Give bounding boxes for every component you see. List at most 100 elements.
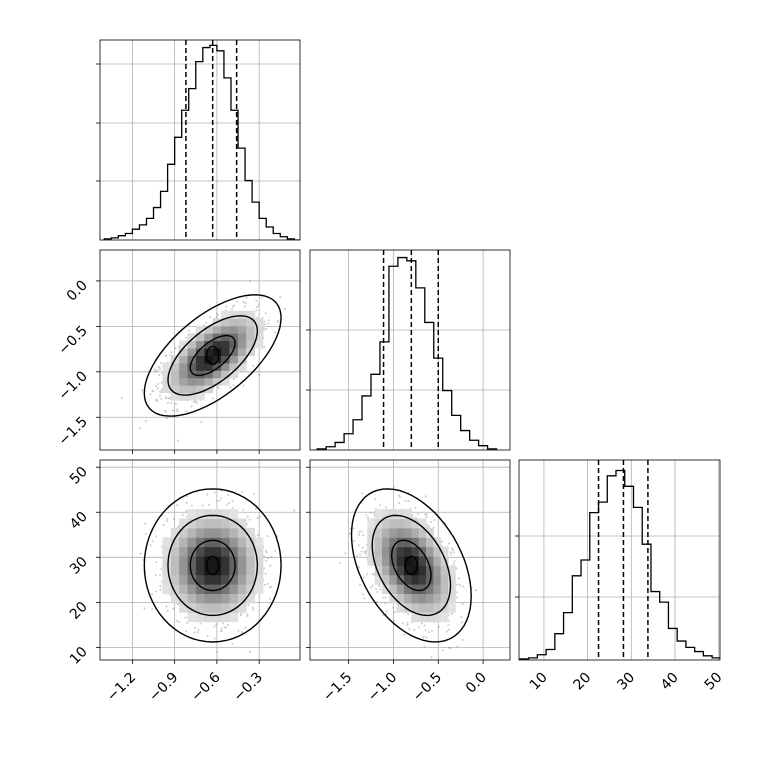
density-p0-p2-density-cell	[162, 565, 172, 576]
density-p0-p1-density-cell	[162, 362, 172, 371]
density-p1-p2-density-cell	[411, 612, 420, 623]
density-p1-p2-density-cell	[382, 584, 390, 595]
density-p1-p2-density-cell	[396, 509, 405, 520]
density-p0-p2-density-cell	[246, 593, 256, 604]
density-p0-p2-density-cell	[237, 574, 247, 585]
density-p0-p1-density-cell	[221, 325, 230, 334]
density-p0-p2-density-cell	[179, 574, 189, 585]
density-p0-p1-density-cell	[170, 362, 180, 371]
density-p1-p2-density-cell	[426, 593, 434, 604]
density-p0-p1-density-cell	[229, 325, 239, 334]
ytick-label-p2: 10	[67, 644, 91, 668]
density-p0-p2-density-cell	[195, 546, 205, 557]
density-p1-p2-density-cell	[447, 593, 456, 604]
density-p0-p2-density-cell	[162, 556, 172, 566]
density-p0-p2-density-cell	[179, 565, 189, 576]
density-p1-p2-density-cell	[426, 584, 434, 595]
density-p0-p2-density-cell	[212, 546, 222, 557]
density-p0-p2-density-cell	[221, 612, 230, 623]
density-p0-p2-density-cell	[229, 556, 239, 566]
density-p1-p2-density-cell	[418, 537, 427, 548]
density-p0-p2-density-cell	[212, 612, 222, 623]
density-p0-p2-density-cell	[237, 602, 247, 613]
density-p1-p2-density-cell	[389, 518, 398, 529]
density-p0-p1-density-cell	[246, 340, 256, 349]
density-p1-p2-density-cell	[404, 574, 412, 585]
density-p0-p2-density-cell	[170, 537, 180, 548]
histogram-p0-border	[99, 39, 301, 241]
density-p0-p1-contour	[167, 315, 259, 396]
density-p0-p2-density-cell	[204, 574, 214, 585]
density-p1-p2-contour-center	[404, 555, 419, 576]
density-p0-p1-density-cell	[187, 340, 197, 349]
density-p0-p2-density-cell	[229, 537, 239, 548]
density-p0-p1-density-cell	[254, 325, 264, 334]
density-p0-p2-density-cell	[187, 593, 197, 604]
density-p1-p2-contour	[390, 539, 432, 592]
density-p1-p2-density-cell	[389, 527, 398, 538]
density-p0-p2-density-cell	[254, 574, 264, 585]
density-p1-p2-density-cell	[411, 527, 420, 538]
density-p0-p1	[100, 250, 300, 450]
density-p1-p2-density-cell	[367, 556, 376, 566]
density-p1-p2-density-cell	[404, 509, 412, 520]
xtick-label-p0: −0.6	[188, 669, 223, 704]
density-p0-p1-density-cell	[195, 392, 205, 401]
density-p0-p1-density-cell	[237, 355, 247, 364]
density-p1-p2-density-cell	[404, 527, 412, 538]
density-p0-p1-density-cell	[187, 362, 197, 371]
histogram-p1-border	[309, 249, 511, 451]
density-p0-p2-density-cell	[237, 584, 247, 595]
density-p0-p2-density-cell	[170, 574, 180, 585]
density-p0-p1-density-cell	[221, 333, 230, 342]
density-p0-p1-density-cell	[212, 377, 222, 386]
density-p1-p2-density-cell	[389, 509, 398, 520]
density-p1-p2-density-cell	[426, 546, 434, 557]
density-p1-p2-density-cell	[426, 537, 434, 548]
density-p0-p2-density-cell	[212, 602, 222, 613]
density-p0-p2-density-cell	[246, 574, 256, 585]
density-p0-p2-density-cell	[170, 565, 180, 576]
histogram-p0	[100, 40, 300, 240]
density-p0-p2-density-cell	[179, 537, 189, 548]
density-p0-p2-density-cell	[204, 565, 214, 576]
density-p0-p2-density-cell	[204, 556, 214, 566]
density-p1-p2-density-cell	[367, 527, 376, 538]
density-p1-p2-border	[309, 459, 511, 661]
xtick-label-p0: −0.3	[231, 670, 266, 705]
density-p1-p2-density-cell	[418, 527, 427, 538]
density-p1-p2-density-cell	[404, 584, 412, 595]
density-p1-p2-density-cell	[440, 584, 449, 595]
ytick-label-p2: 20	[67, 599, 91, 623]
density-p0-p2-density-cell	[204, 584, 214, 595]
density-p0-p1-density-cell	[204, 340, 214, 349]
density-p0-p2-density-cell	[229, 527, 239, 538]
density-p0-p2-density-cell	[212, 593, 222, 604]
density-p1-p2-density-cell	[389, 546, 398, 557]
density-p0-p2-density-cell	[179, 527, 189, 538]
xtick-label-p2: 20	[571, 670, 595, 694]
density-p0-p2-density-cell	[187, 546, 197, 557]
density-p0-p1-border	[99, 249, 301, 451]
density-p0-p2-density-cell	[204, 593, 214, 604]
density-p1-p2-density-cell	[374, 574, 383, 585]
xtick-label-p2: 30	[614, 670, 638, 694]
density-p1-p2-density-cell	[389, 584, 398, 595]
density-p1-p2-density-cell	[447, 574, 456, 585]
density-p1-p2-density-cell	[440, 593, 449, 604]
density-p0-p1-density-cell	[246, 318, 256, 327]
density-p0-p2-density-cell	[212, 527, 222, 538]
ytick-label-p1: −1.0	[55, 368, 90, 403]
density-p0-p1-density-cell	[221, 340, 230, 349]
xtick-label-p1: −1.5	[320, 670, 355, 705]
density-p0-p2-density-cell	[204, 612, 214, 623]
density-p1-p2-density-cell	[418, 556, 427, 566]
density-p0-p1-density-cell	[221, 377, 230, 386]
density-p1-p2-density-cell	[389, 574, 398, 585]
density-p0-p1-density-cell	[162, 377, 172, 386]
density-p0-p1-density-cell	[229, 318, 239, 327]
density-p0-p1-density-cell	[195, 377, 205, 386]
density-p0-p1-density-cell	[179, 385, 189, 394]
density-p0-p2-density-cell	[221, 584, 230, 595]
density-p0-p1-density-cell	[162, 385, 172, 394]
